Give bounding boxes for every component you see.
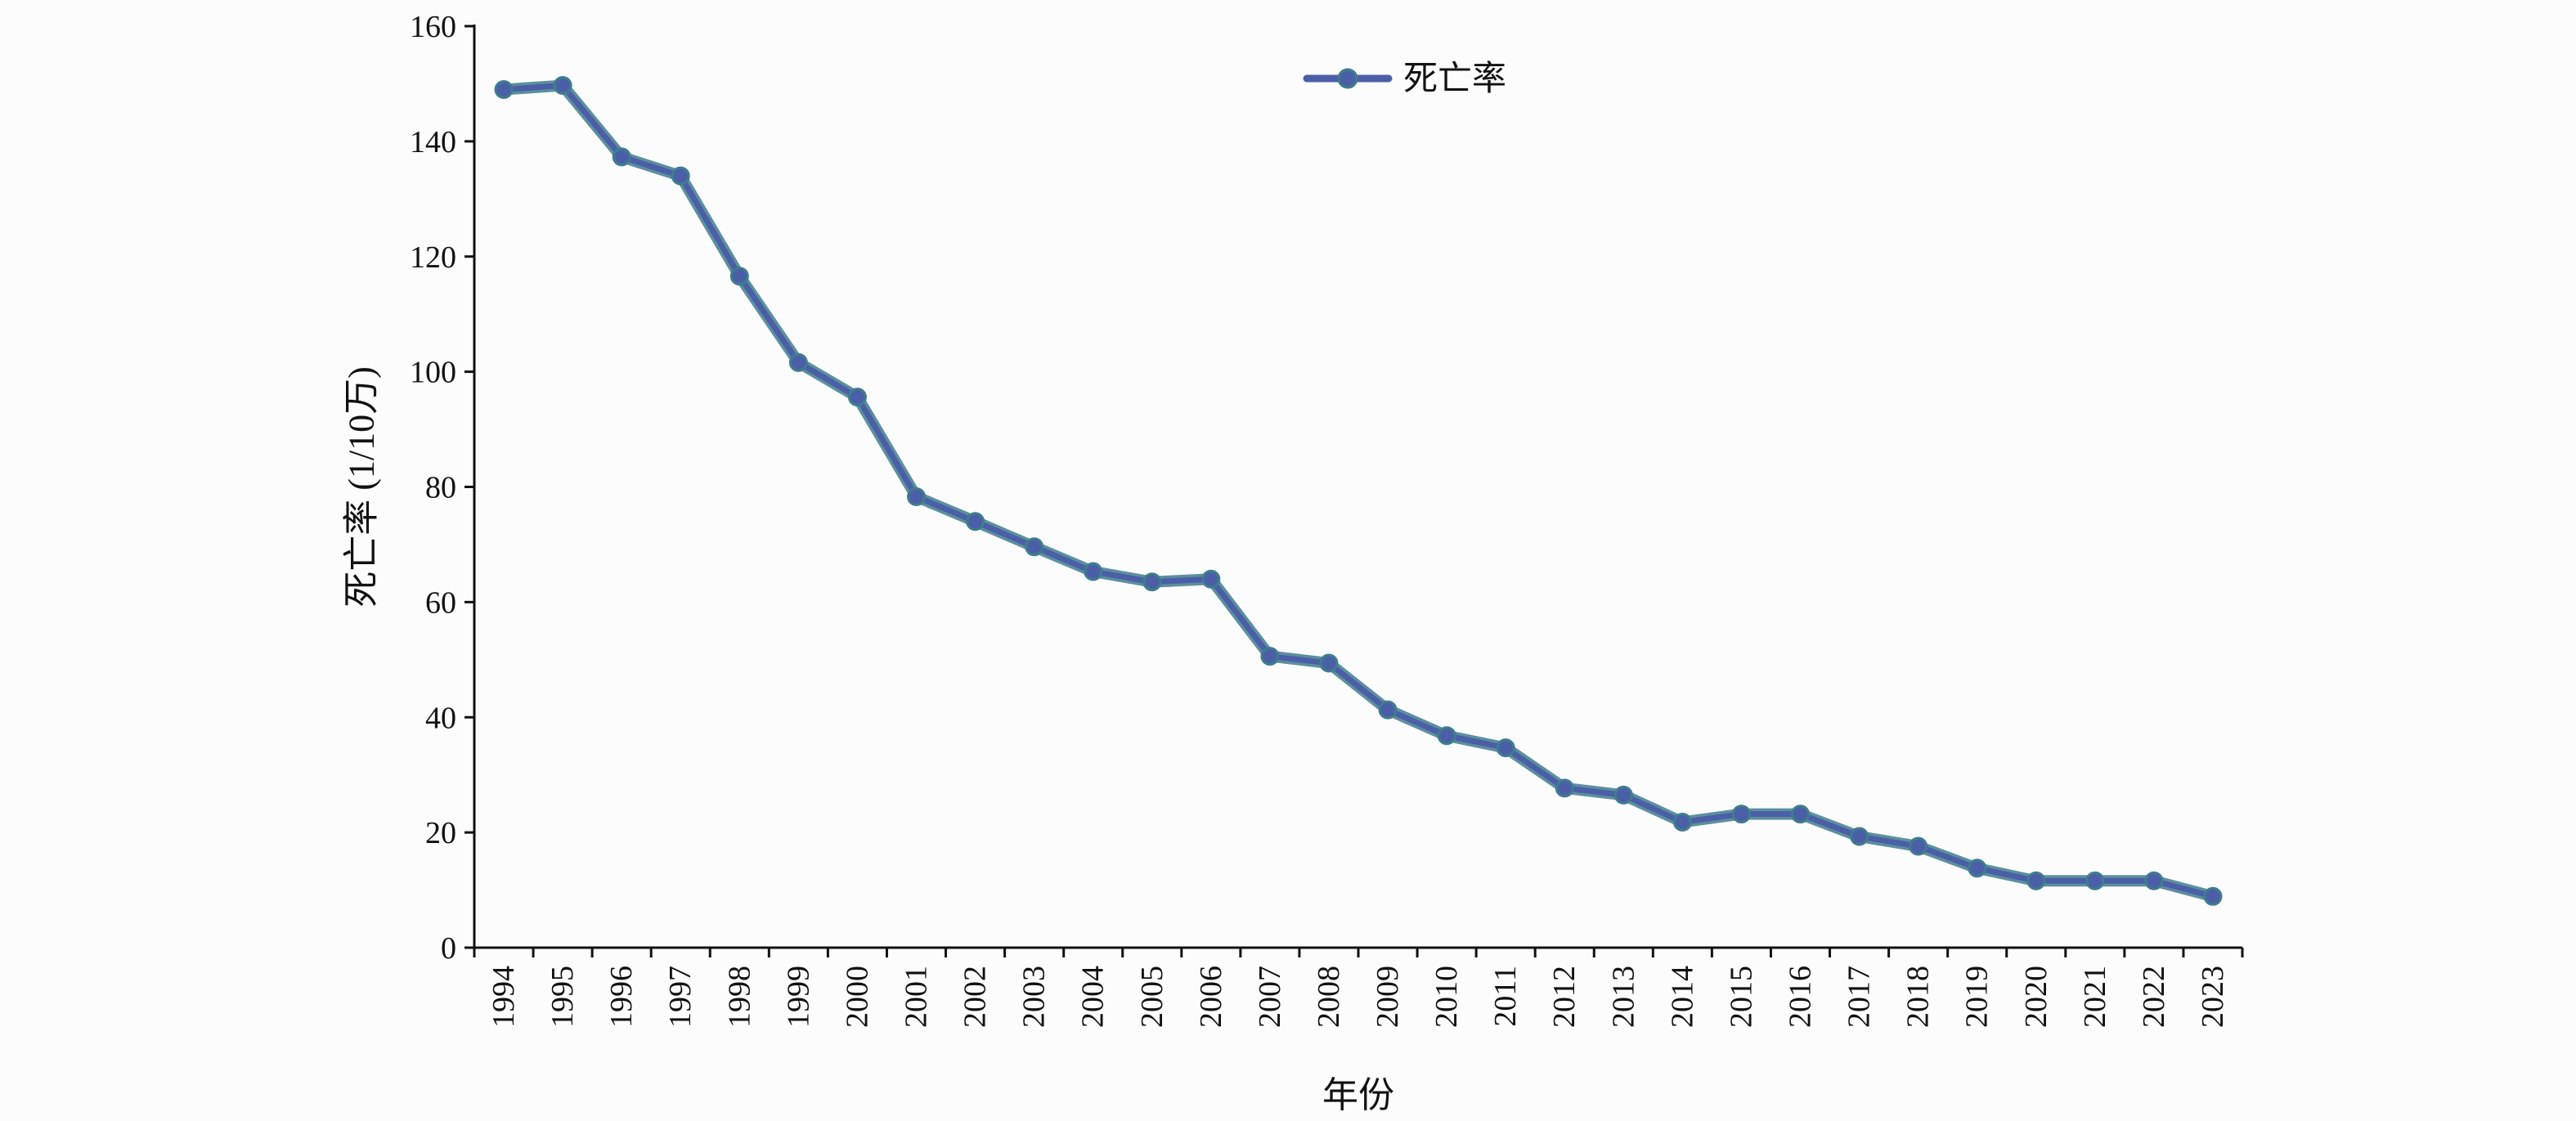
data-point (2144, 871, 2164, 890)
x-tick-label: 2002 (958, 966, 993, 1028)
y-tick-label: 20 (425, 816, 456, 850)
x-tick-label: 2015 (1724, 966, 1758, 1028)
data-point (1437, 726, 1456, 746)
x-tick-label: 2005 (1135, 966, 1169, 1028)
data-point (2085, 871, 2105, 890)
data-point (1142, 572, 1162, 592)
y-tick-label: 160 (410, 10, 456, 44)
x-tick-label: 2010 (1429, 966, 1464, 1028)
series-layer (494, 76, 2223, 906)
y-axis-title: 死亡率 (1/10万) (342, 366, 382, 608)
x-tick-label: 2021 (2078, 966, 2112, 1028)
y-tick-label: 140 (410, 125, 456, 159)
data-point (1909, 836, 1928, 856)
x-tick-label: 2007 (1253, 966, 1287, 1028)
x-axis-title: 年份 (1322, 1075, 1394, 1115)
data-point (1731, 805, 1751, 824)
x-tick-label: 2018 (1901, 966, 1936, 1028)
x-tick-label: 2006 (1194, 966, 1228, 1028)
y-tick-label: 120 (410, 240, 456, 275)
x-tick-label: 2004 (1076, 966, 1111, 1028)
data-point (494, 79, 514, 99)
x-tick-label: 1999 (781, 966, 815, 1028)
data-point (1850, 827, 1869, 846)
data-point (2026, 871, 2046, 890)
data-point (612, 147, 631, 167)
x-tick-label: 1994 (487, 966, 521, 1028)
data-point (2203, 886, 2223, 906)
data-point (788, 352, 808, 372)
x-tick-label: 1996 (604, 966, 639, 1028)
x-tick-label: 2023 (2196, 966, 2230, 1028)
x-tick-label: 2001 (900, 966, 934, 1028)
x-tick-label: 1997 (663, 966, 698, 1028)
data-point (671, 166, 690, 186)
data-point (847, 388, 867, 407)
legend: 死亡率 (1303, 60, 1506, 98)
y-tick-label: 40 (425, 701, 456, 735)
x-tick-label: 1998 (722, 966, 756, 1028)
y-tick-label: 100 (410, 356, 456, 390)
y-tick-label: 80 (425, 471, 456, 505)
x-tick-label: 2012 (1547, 966, 1582, 1028)
data-point (1084, 562, 1103, 581)
series-line (500, 83, 2216, 899)
x-tick-label: 2017 (1842, 966, 1877, 1028)
data-point (1378, 700, 1398, 720)
data-point (1555, 778, 1574, 798)
data-point (1260, 647, 1280, 666)
x-tick-label: 2020 (2019, 966, 2053, 1028)
x-axis-ticks: 1994 1995 1996 1997 1998 1999 2000 2001 2002 2003… (473, 948, 2244, 1028)
data-point (1613, 785, 1633, 805)
x-tick-label: 2011 (1488, 966, 1523, 1027)
x-tick-label: 1995 (545, 966, 580, 1028)
x-tick-label: 2003 (1017, 966, 1052, 1028)
data-point (907, 487, 926, 506)
legend-marker-swatch (1337, 68, 1358, 89)
legend-label: 死亡率 (1403, 60, 1506, 98)
x-tick-label: 2022 (2137, 966, 2171, 1028)
data-point (1968, 859, 1987, 878)
data-point (1319, 653, 1339, 673)
data-point (1791, 805, 1810, 824)
x-tick-label: 2016 (1784, 966, 1818, 1028)
axes (473, 25, 2242, 949)
data-point (966, 512, 985, 531)
x-tick-label: 2008 (1312, 966, 1346, 1028)
data-point (1201, 569, 1221, 589)
y-axis-ticks: 0 20 40 60 80 100 120 140 160 (410, 10, 474, 966)
x-tick-label: 2019 (1960, 966, 1995, 1028)
data-point (1025, 537, 1044, 557)
data-point (729, 267, 749, 286)
x-tick-label: 2013 (1606, 966, 1640, 1028)
x-tick-label: 2009 (1371, 966, 1405, 1028)
data-point (1672, 812, 1692, 832)
data-point (1496, 738, 1515, 758)
y-tick-label: 0 (441, 931, 456, 966)
x-tick-label: 2014 (1665, 966, 1699, 1028)
data-point (553, 76, 572, 96)
x-tick-label: 2000 (840, 966, 874, 1028)
y-tick-label: 60 (425, 585, 456, 620)
series-line-shadow (498, 79, 2219, 903)
